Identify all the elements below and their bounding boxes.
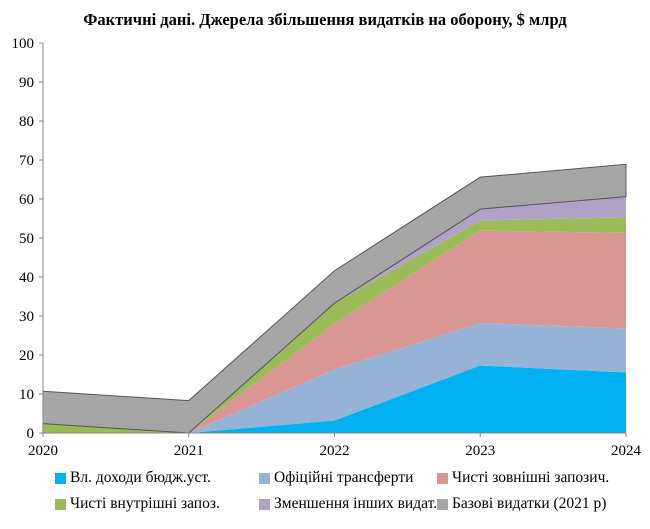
legend-item-2: Чисті зовнішні запозич. bbox=[437, 469, 609, 487]
y-tick-label-6: 60 bbox=[19, 192, 34, 208]
legend-label-1: Офіційні трансферти bbox=[274, 469, 414, 486]
y-tick-label-5: 50 bbox=[19, 231, 34, 247]
legend-swatch-0 bbox=[55, 472, 66, 484]
y-tick-label-1: 10 bbox=[19, 387, 34, 403]
stacked-areas bbox=[42, 163, 627, 434]
y-tick-label-3: 30 bbox=[19, 309, 34, 325]
legend-label-5: Базові видатки (2021 р) bbox=[452, 495, 607, 512]
x-tick-label-4: 2024 bbox=[611, 443, 642, 459]
y-tick-label-9: 90 bbox=[19, 75, 34, 91]
y-tick-label-8: 80 bbox=[19, 114, 34, 130]
legend-label-4: Зменшення інших видат. bbox=[274, 495, 438, 512]
legend-item-0: Вл. доходи бюдж.уст. bbox=[55, 469, 211, 487]
legend-label-0: Вл. доходи бюдж.уст. bbox=[70, 469, 211, 486]
legend-label-3: Чисті внутрішні запоз. bbox=[70, 495, 220, 512]
x-axis-ticks: 2020 2021 2022 2023 2024 bbox=[28, 433, 642, 459]
x-tick-label-3: 2023 bbox=[465, 443, 495, 459]
legend-swatch-3 bbox=[55, 498, 66, 510]
y-axis-ticks: 0 10 20 30 40 50 60 70 80 90 100 bbox=[12, 36, 43, 442]
x-tick-label-1: 2021 bbox=[174, 443, 204, 459]
area-series-2 bbox=[43, 230, 626, 433]
y-tick-label-10: 100 bbox=[12, 36, 35, 52]
legend-swatch-2 bbox=[437, 472, 448, 484]
area-series-1 bbox=[43, 323, 626, 433]
legend-item-1: Офіційні трансферти bbox=[259, 469, 413, 487]
legend-item-5: Базові видатки (2021 р) bbox=[437, 495, 606, 513]
legend-item-4: Зменшення інших видат. bbox=[259, 495, 437, 513]
x-tick-label-0: 2020 bbox=[28, 443, 58, 459]
y-tick-label-7: 70 bbox=[19, 153, 34, 169]
y-tick-label-2: 20 bbox=[19, 348, 34, 364]
legend-label-2: Чисті зовнішні запозич. bbox=[452, 469, 610, 486]
y-tick-label-4: 40 bbox=[19, 270, 34, 286]
y-tick-label-0: 0 bbox=[27, 426, 35, 442]
area-series-5 bbox=[42, 163, 627, 434]
legend-swatch-5 bbox=[437, 498, 448, 510]
legend-swatch-1 bbox=[259, 472, 270, 484]
legend-item-3: Чисті внутрішні запоз. bbox=[55, 495, 220, 513]
x-tick-label-2: 2022 bbox=[320, 443, 350, 459]
area-series-0 bbox=[43, 365, 626, 433]
legend-swatch-4 bbox=[259, 498, 270, 510]
chart-title: Фактичні дані. Джерела збільшення видатк… bbox=[83, 10, 567, 29]
